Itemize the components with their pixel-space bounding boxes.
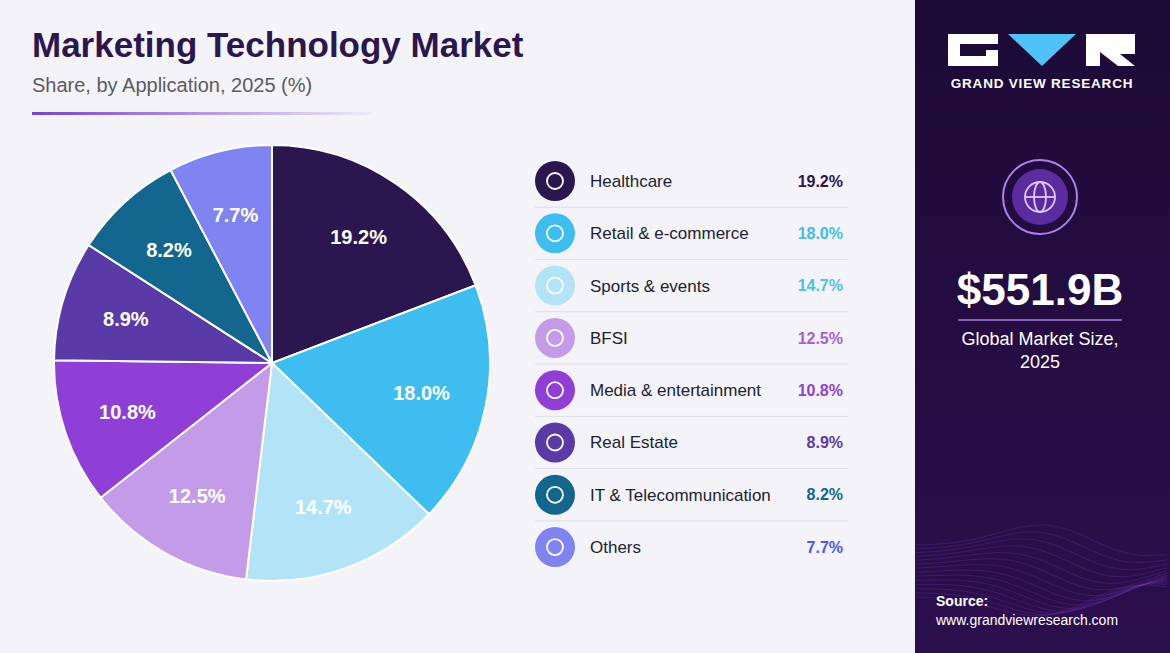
legend-label: Sports & events	[590, 277, 710, 296]
legend-label: Real Estate	[590, 433, 678, 452]
data-label: 10.8%	[99, 401, 156, 423]
legend-icon	[535, 370, 575, 410]
legend-value: 14.7%	[798, 277, 843, 294]
legend-icon	[535, 318, 575, 358]
legend: Healthcare 19.2% Retail & e-commerce 18.0% S…	[535, 161, 848, 567]
subtitle: Share, by Application, 2025 (%)	[32, 74, 312, 96]
globe-bg	[1012, 169, 1068, 225]
market-size-caption: Global Market Size,2025	[961, 329, 1118, 372]
legend-icon-glyph	[547, 539, 563, 555]
legend-icon-glyph	[547, 487, 563, 503]
data-label: 19.2%	[330, 226, 387, 248]
legend-label: Healthcare	[590, 172, 672, 191]
legend-icon-glyph	[547, 435, 563, 451]
data-label: 12.5%	[169, 485, 226, 507]
legend-icon-glyph	[547, 278, 563, 294]
decor-wave	[915, 579, 1167, 608]
legend-item: Real Estate 8.9%	[535, 423, 848, 469]
data-label: 7.7%	[213, 204, 259, 226]
legend-icon	[535, 475, 575, 515]
legend-separator	[535, 364, 848, 365]
background	[0, 0, 915, 653]
title: Marketing Technology Market	[32, 25, 524, 64]
source: www.grandviewresearch.com	[935, 612, 1118, 628]
legend-value: 12.5%	[798, 330, 843, 347]
decor-wave	[915, 581, 1167, 612]
logo-shape	[948, 34, 998, 66]
legend-value: 19.2%	[798, 173, 843, 190]
brand: GRAND VIEW RESEARCH	[951, 76, 1133, 91]
decor-wave	[915, 525, 1167, 556]
pie	[54, 145, 490, 581]
legend-label: Others	[590, 538, 641, 557]
legend-icon	[535, 161, 575, 201]
legend-value: 7.7%	[807, 539, 843, 556]
divider	[958, 319, 1122, 321]
legend-label: BFSI	[590, 329, 628, 348]
legend-label: Retail & e-commerce	[590, 224, 749, 243]
legend-separator	[535, 311, 848, 312]
pie-slice	[54, 360, 272, 497]
legend-separator	[535, 416, 848, 417]
globe-line	[1025, 182, 1055, 212]
side-panel	[915, 0, 1170, 653]
legend-item: Sports & events 14.7%	[535, 266, 848, 312]
legend-icon	[535, 423, 575, 463]
logo-shape	[1008, 34, 1076, 66]
legend-item: Retail & e-commerce 18.0%	[535, 213, 848, 259]
data-label: 14.7%	[295, 496, 352, 518]
data-label: 8.9%	[103, 308, 149, 330]
logo-shape	[1086, 34, 1135, 66]
legend-item: Healthcare 19.2%	[535, 161, 848, 207]
data-label: 18.0%	[393, 382, 450, 404]
legend-item: Others 7.7%	[535, 527, 843, 567]
legend-item: BFSI 12.5%	[535, 318, 848, 364]
data-labels: 19.2% 18.0% 14.7% 12.5% 10.8% 8.9% 8.2% 7.7%	[99, 204, 450, 518]
decor-wave	[915, 532, 1167, 563]
market-size: $551.9B	[957, 265, 1123, 314]
legend-icon	[535, 213, 575, 253]
globe-ring	[1003, 160, 1077, 234]
globe-line	[1025, 196, 1055, 198]
data-label: 8.2%	[146, 239, 192, 261]
decor-wave	[915, 539, 1167, 570]
legend-value: 8.9%	[807, 434, 843, 451]
legend-separator	[535, 259, 848, 260]
legend-icon-glyph	[547, 173, 563, 189]
chart-root: Marketing Technology Market Share, by App…	[0, 0, 1170, 653]
decor-wave	[915, 584, 1167, 615]
legend-label: Media & entertainment	[590, 381, 761, 400]
legend-separator	[535, 468, 848, 469]
decor-waves	[915, 525, 1167, 616]
legend-icon	[535, 266, 575, 306]
legend-icon-glyph	[547, 330, 563, 346]
source-label: Source:	[936, 593, 988, 609]
title-underline	[32, 112, 372, 115]
legend-label: IT & Telecommunication	[590, 486, 771, 505]
logo	[948, 34, 1135, 66]
legend-icon-glyph	[547, 382, 563, 398]
legend-icon	[535, 527, 575, 567]
legend-item: IT & Telecommunication 8.2%	[535, 475, 848, 521]
legend-icon-glyph	[547, 225, 563, 241]
legend-separator	[535, 520, 848, 521]
legend-value: 10.8%	[798, 382, 843, 399]
legend-value: 18.0%	[798, 225, 843, 242]
globe-icon	[1003, 160, 1077, 234]
legend-item: Media & entertainment 10.8%	[535, 370, 848, 416]
legend-separator	[535, 207, 848, 208]
legend-value: 8.2%	[807, 486, 843, 503]
